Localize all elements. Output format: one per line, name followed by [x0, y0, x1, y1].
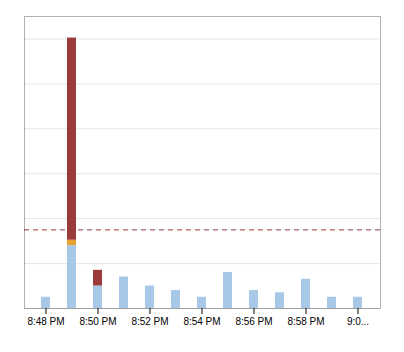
svg-text:8:52 PM: 8:52 PM [131, 316, 168, 327]
svg-text:8:50 PM: 8:50 PM [79, 316, 116, 327]
svg-text:8:56 PM: 8:56 PM [235, 316, 272, 327]
svg-text:8:48 PM: 8:48 PM [27, 316, 64, 327]
svg-text:8:54 PM: 8:54 PM [183, 316, 220, 327]
svg-text:8:58 PM: 8:58 PM [287, 316, 324, 327]
svg-text:9:0...: 9:0... [347, 316, 369, 327]
